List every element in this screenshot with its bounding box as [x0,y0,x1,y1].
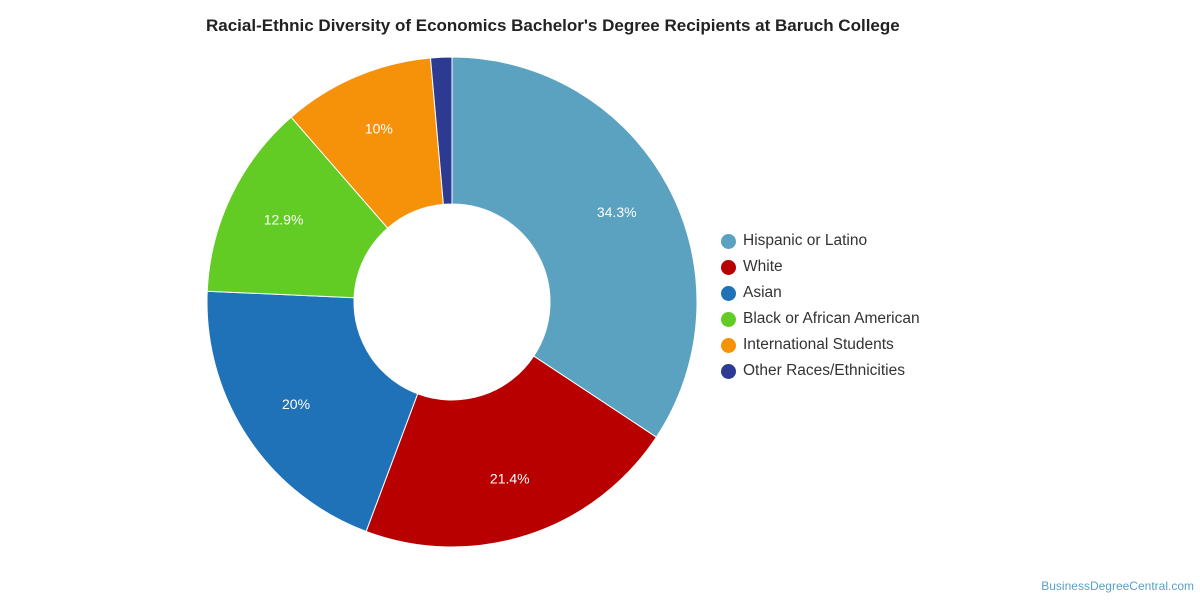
legend-swatch [721,311,736,327]
legend-label: White [743,258,783,275]
legend-swatch [721,363,736,379]
legend-swatch [721,233,736,249]
legend-item-white[interactable]: White [721,254,920,280]
legend-item-black-or-african-american[interactable]: Black or African American [721,306,920,332]
legend-label: Hispanic or Latino [743,232,868,249]
legend-swatch [721,337,736,353]
legend-label: Asian [743,284,782,301]
slice-hispanic-or-latino[interactable] [451,56,698,438]
source-credit[interactable]: BusinessDegreeCentral.com [1041,579,1194,593]
legend-item-hispanic-or-latino[interactable]: Hispanic or Latino [721,228,920,254]
legend-label: Other Races/Ethnicities [743,362,905,379]
legend-swatch [721,285,736,301]
legend-item-international-students[interactable]: International Students [721,332,920,358]
slice-label: 12.9% [264,211,304,227]
slice-other-races-ethnicities[interactable] [429,56,453,205]
chart-title: Racial-Ethnic Diversity of Economics Bac… [206,16,900,35]
legend-item-asian[interactable]: Asian [721,280,920,306]
slice-asian[interactable] [206,290,419,533]
legend-swatch [721,259,736,275]
legend-label: Black or African American [743,310,920,327]
legend-item-other-races-ethnicities[interactable]: Other Races/Ethnicities [721,358,920,384]
slice-label: 10% [365,121,393,137]
slice-label: 34.3% [597,204,637,220]
chart-legend: Hispanic or Latino White Asian Black or Afr… [721,228,920,384]
legend-label: International Students [743,336,894,353]
slice-label: 21.4% [490,471,530,487]
slice-black-or-african-american[interactable] [206,116,389,299]
slice-label: 20% [282,396,310,412]
slice-white[interactable] [365,355,658,548]
